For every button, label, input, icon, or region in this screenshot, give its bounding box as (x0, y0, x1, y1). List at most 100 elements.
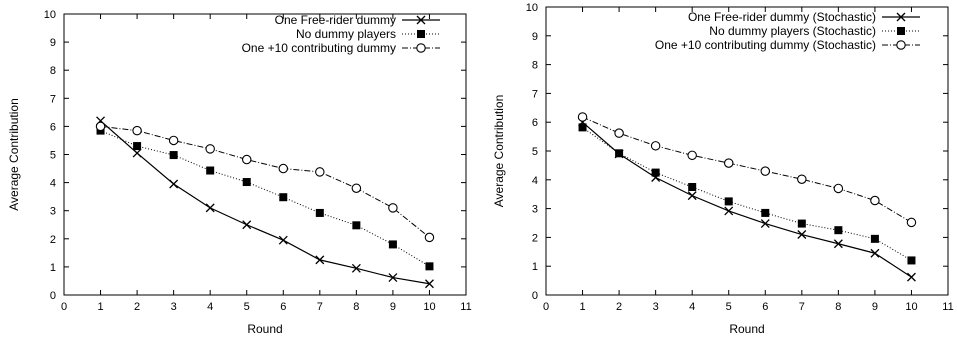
data-point-series-2 (206, 166, 215, 175)
data-point-series-2 (169, 151, 178, 160)
x-tick-label: 2 (616, 301, 622, 313)
x-tick-label: 3 (171, 301, 177, 313)
y-tick-label: 5 (532, 146, 538, 158)
data-point-series-1 (315, 255, 325, 265)
y-axis-label: Average Contribution (7, 98, 21, 211)
x-axis-label: Round (729, 322, 764, 336)
data-point-series-3 (132, 125, 142, 136)
x-tick-label: 5 (726, 301, 732, 313)
series-line-2 (582, 126, 912, 261)
y-tick-label: 10 (44, 9, 56, 21)
data-point-series-1 (797, 230, 807, 239)
x-tick-label: 4 (689, 301, 695, 313)
legend-marker-1 (896, 12, 906, 22)
x-tick-label: 2 (134, 301, 140, 313)
chart-right: 0 1 2 3 4 5 6 7 8 9 10 11 0 1 2 3 4 5 6 7 8 9 10 Round Average C… (492, 2, 954, 336)
data-point-series-3 (315, 167, 325, 177)
x-tick-label: 10 (905, 301, 917, 313)
x-tick-label: 9 (872, 301, 878, 313)
y-tick-label: 2 (50, 234, 56, 246)
data-point-series-2 (870, 234, 879, 243)
data-point-series-3 (723, 158, 734, 168)
data-point-series-1 (724, 206, 734, 216)
y-tick-label: 9 (50, 37, 56, 49)
legend-label-2: No dummy players (Stochastic) (709, 24, 876, 38)
data-point-series-3 (205, 144, 215, 154)
data-point-series-3 (424, 232, 435, 243)
data-point-series-1 (205, 203, 215, 213)
data-point-series-3 (168, 135, 179, 146)
x-tick-label: 11 (460, 301, 471, 313)
legend-label-3: One +10 contributing dummy (242, 41, 396, 55)
x-tick-label: 0 (61, 301, 67, 313)
x-tick-label: 1 (579, 301, 585, 313)
y-axis-label: Average Contribution (492, 95, 506, 208)
data-point-series-3 (687, 150, 697, 161)
x-tick-label: 6 (762, 301, 768, 313)
data-point-series-3 (95, 121, 106, 132)
y-tick-label: 4 (532, 175, 538, 187)
legend-marker-2 (897, 27, 905, 35)
y-tick-label: 3 (532, 204, 538, 216)
data-point-series-2 (425, 262, 434, 271)
data-point-series-2 (724, 197, 733, 206)
data-point-series-1 (242, 220, 252, 230)
series-line-3 (582, 116, 912, 223)
y-tick-label: 1 (50, 262, 56, 274)
y-tick-label: 7 (50, 93, 56, 105)
series-line-2 (100, 130, 430, 267)
x-tick-label: 4 (207, 301, 213, 313)
data-point-series-2 (388, 240, 397, 249)
y-tick-label: 2 (532, 232, 538, 244)
data-point-series-3 (577, 112, 588, 122)
data-point-series-3 (351, 183, 362, 193)
data-point-series-2 (907, 256, 916, 265)
data-point-series-1 (760, 219, 770, 229)
y-tick-label: 4 (50, 178, 56, 190)
data-point-series-2 (242, 178, 251, 187)
data-point-series-1 (906, 272, 916, 282)
series-line-1 (100, 120, 430, 285)
y-tick-label: 0 (532, 290, 538, 302)
legend-marker-3 (416, 43, 426, 53)
data-point-series-1 (278, 235, 288, 245)
legend-label-3: One +10 contributing dummy (Stochastic) (655, 38, 876, 52)
x-tick-label: 10 (423, 301, 435, 313)
x-tick-label: 11 (942, 301, 953, 313)
x-tick-label: 5 (244, 301, 250, 313)
plot-frame (63, 13, 467, 296)
chart-left: 0 1 2 3 4 5 6 7 8 9 10 11 0 1 2 3 4 5 6 7 8 9 10 Round Average C… (7, 9, 472, 336)
data-point-series-2 (651, 168, 660, 177)
legend-marker-3 (896, 40, 906, 50)
data-point-series-3 (241, 154, 252, 165)
legend-label-2: No dummy players (296, 27, 396, 41)
y-tick-label: 6 (532, 117, 538, 129)
data-point-series-3 (906, 217, 917, 228)
data-point-series-1 (388, 273, 398, 283)
y-tick-label: 9 (532, 31, 538, 43)
data-point-series-1 (870, 248, 880, 258)
data-point-series-2 (133, 142, 142, 151)
y-tick-label: 8 (50, 65, 56, 77)
data-point-series-3 (278, 163, 289, 174)
legend-label-1: One Free-rider dummy (275, 13, 396, 27)
data-point-series-1 (687, 191, 697, 201)
data-point-series-3 (388, 203, 398, 213)
data-point-series-3 (650, 141, 661, 151)
data-point-series-2 (761, 208, 770, 217)
y-tick-label: 6 (50, 121, 56, 133)
x-tick-label: 1 (97, 301, 103, 313)
x-tick-label: 7 (317, 301, 323, 313)
series-line-3 (100, 125, 430, 238)
data-point-series-2 (615, 149, 624, 158)
series-line-1 (582, 121, 912, 278)
y-tick-label: 10 (526, 2, 538, 14)
data-point-series-1 (132, 148, 142, 158)
y-tick-label: 1 (532, 261, 538, 273)
x-tick-label: 8 (353, 301, 359, 313)
x-tick-label: 3 (653, 301, 659, 313)
legend-marker-2 (417, 30, 425, 38)
data-point-series-3 (870, 195, 880, 206)
data-point-series-2 (688, 183, 697, 191)
